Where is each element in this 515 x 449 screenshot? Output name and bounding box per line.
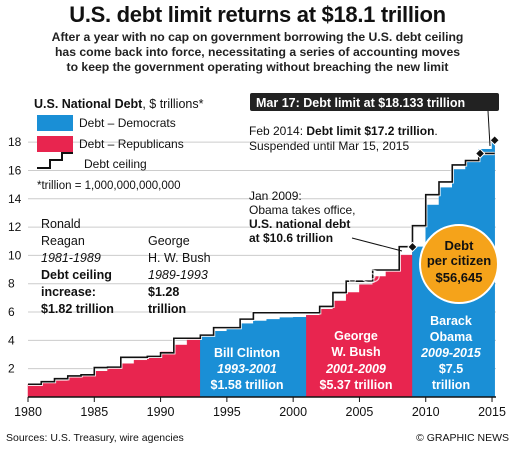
mar17-callout-box: [250, 93, 499, 111]
y-tick-label-6: 6: [8, 305, 15, 319]
citizen-badge-circle: [419, 224, 499, 304]
legend-label-republicans: Debt – Republicans: [79, 137, 184, 151]
feb2014-bold: Debt limit $17.2 trillion: [306, 124, 434, 138]
subtitle-line-1: After a year with no cap on government b…: [51, 30, 464, 44]
president-label-gw-bush: George W. Bush 2001-2009 $5.37 trillion: [320, 329, 393, 392]
obama-name-2: Obama: [430, 330, 473, 344]
jan2009-callout: Jan 2009: Obama takes office, U.S. natio…: [249, 189, 403, 252]
watermark: GRAPHIC NEWS: [144, 256, 381, 289]
y-tick-label-10: 10: [8, 248, 22, 262]
x-tick-label-2010: 2010: [412, 405, 440, 419]
obama-years: 2009-2015: [420, 346, 482, 360]
legend-label-democrats: Debt – Democrats: [79, 116, 176, 130]
reagan-increase-3: $1.82 trillion: [41, 302, 114, 316]
page-title: U.S. debt limit returns at $18.1 trillio…: [69, 2, 446, 27]
x-tick-label-1980: 1980: [14, 405, 42, 419]
legend: Debt – Democrats Debt – Republicans Debt…: [37, 115, 184, 192]
jan2009-line4: at $10.6 trillion: [249, 231, 333, 245]
debt-per-citizen-badge: Debt per citizen $56,645: [419, 224, 499, 304]
subtitle-line-3: to keep the government operating without…: [66, 60, 449, 74]
gwbush-years: 2001-2009: [325, 362, 386, 376]
ceiling-layer: [28, 151, 495, 386]
feb2014-prefix: Feb 2014:: [249, 124, 306, 138]
obama-increase-2: trillion: [432, 378, 470, 392]
ghwbush-increase-2: trillion: [148, 302, 186, 316]
mar17-callout-pointer: [487, 110, 491, 147]
clinton-years: 1993-2001: [217, 362, 277, 376]
reagan-years: 1981-1989: [41, 251, 101, 265]
clinton-increase: $1.58 trillion: [211, 378, 284, 392]
feb2014-suffix: .: [434, 124, 437, 138]
y-tick-label-16: 16: [8, 163, 22, 177]
y-tick-label-18: 18: [8, 135, 22, 149]
subtitle-line-2: has come back into force, necessitating …: [54, 45, 461, 59]
y-tick-label-8: 8: [8, 277, 15, 291]
mar17-callout-text: Mar 17: Debt limit at $18.133 trillion: [256, 96, 465, 110]
area-series-republicans-2: [306, 246, 413, 398]
president-label-reagan: Ronald Reagan 1981-1989 Debt ceiling inc…: [41, 217, 114, 316]
president-label-clinton: Bill Clinton 1993-2001 $1.58 trillion: [211, 346, 284, 392]
president-label-obama: Barack Obama 2009-2015 $7.5 trillion: [420, 314, 482, 392]
obama-increase-1: $7.5: [439, 362, 463, 376]
gwbush-name-1: George: [334, 329, 378, 343]
marker-diamond-2: [489, 135, 500, 146]
jan2009-line2: Obama takes office,: [249, 203, 356, 217]
marker-diamond-1: [474, 148, 486, 159]
y-tick-label-12: 12: [8, 220, 22, 234]
x-tick-label-1990: 1990: [147, 405, 175, 419]
reagan-name-1: Ronald: [41, 217, 81, 231]
footer-credit: © GRAPHIC NEWS: [416, 432, 509, 444]
chart-heading: U.S. National Debt, $ trillions*: [34, 97, 204, 111]
x-tick-label-2005: 2005: [346, 405, 374, 419]
ghwbush-increase-1: $1.28: [148, 285, 179, 299]
legend-label-ceiling: Debt ceiling: [84, 157, 147, 171]
marker-layer: [407, 135, 500, 253]
jan2009-line3: U.S. national debt: [249, 217, 350, 231]
jan2009-line1: Jan 2009:: [249, 189, 302, 203]
x-tick-label-1995: 1995: [213, 405, 241, 419]
legend-ceiling-line: [37, 152, 73, 169]
ceiling-line: [28, 152, 495, 386]
gwbush-increase: $5.37 trillion: [320, 378, 393, 392]
ghwbush-name-2: H. W. Bush: [148, 251, 211, 265]
feb2014-callout-line2: Suspended until Mar 15, 2015: [249, 139, 409, 153]
clinton-name: Bill Clinton: [214, 346, 280, 360]
axes-layer: 2 4 6 8 10 12 14 16 18 1980 1985 1990 1995 2000 2005 20…: [8, 135, 506, 419]
y-tick-label-14: 14: [8, 192, 22, 206]
area-series-democrats-1: [200, 315, 307, 398]
reagan-name-2: Reagan: [41, 234, 85, 248]
citizen-badge-value: $56,645: [436, 270, 483, 285]
obama-name-1: Barack: [430, 314, 472, 328]
reagan-increase-1: Debt ceiling: [41, 268, 112, 282]
x-tick-label-2000: 2000: [279, 405, 307, 419]
citizen-badge-line2: per citizen: [427, 253, 491, 268]
president-label-ghw-bush: George H. W. Bush 1989-1993 $1.28 trilli…: [148, 234, 211, 316]
legend-swatch-republicans: [37, 136, 73, 152]
gwbush-name-2: W. Bush: [331, 345, 380, 359]
y-tick-label-2: 2: [8, 362, 15, 376]
ghwbush-years: 1989-1993: [148, 268, 208, 282]
reagan-increase-2: increase:: [41, 285, 96, 299]
footer-sources: Sources: U.S. Treasury, wire agencies: [6, 432, 184, 444]
x-tick-label-1985: 1985: [80, 405, 108, 419]
x-tick-label-2015: 2015: [478, 405, 506, 419]
chart-heading-main: U.S. National Debt: [34, 97, 143, 111]
mar17-callout: Mar 17: Debt limit at $18.133 trillion: [250, 93, 499, 147]
page-subtitle: After a year with no cap on government b…: [6, 30, 509, 75]
feb2014-callout-line1: Feb 2014: Debt limit $17.2 trillion.: [249, 124, 438, 138]
legend-footnote: *trillion = 1,000,000,000,000: [37, 180, 181, 192]
chart-heading-unit: , $ trillions*: [142, 97, 203, 111]
marker-diamond-0: [407, 241, 418, 253]
citizen-badge-line1: Debt: [445, 238, 475, 253]
y-tick-label-4: 4: [8, 333, 15, 347]
jan2009-pointer: [351, 237, 403, 252]
legend-swatch-democrats: [37, 115, 73, 131]
ghwbush-name-1: George: [148, 234, 190, 248]
